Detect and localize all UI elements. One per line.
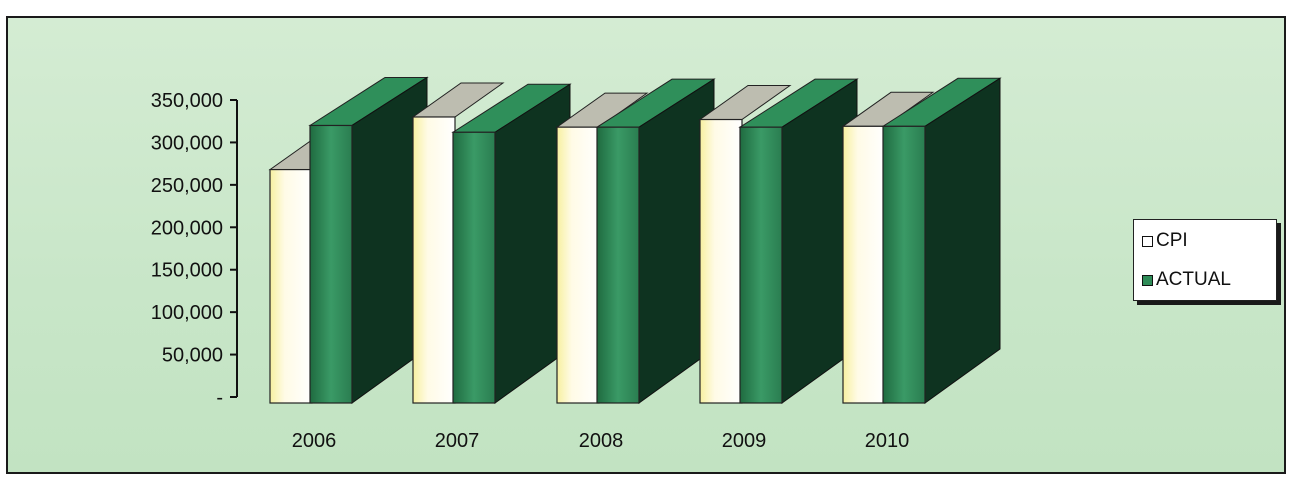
bar-cpi-2007-front (412, 116, 456, 404)
legend-item-actual: ACTUAL (1142, 269, 1231, 291)
bar-actual-2008-front (596, 126, 640, 404)
bar-cpi-2008-front (556, 126, 600, 404)
bar-actual-2009 (738, 78, 859, 404)
x-tick-label: 2009 (722, 430, 767, 452)
bar-actual-2009-front (739, 126, 783, 404)
chart-legend: CPI ACTUAL (1133, 219, 1277, 301)
bar-cpi-2009 (698, 85, 792, 404)
x-tick-label: 2006 (292, 430, 337, 452)
y-tick-label: 50,000 (162, 345, 223, 367)
y-tick-label: 350,000 (151, 90, 223, 112)
bar-cpi-2010 (841, 91, 935, 404)
y-tick-label: 150,000 (151, 260, 223, 282)
x-tick-label: 2010 (865, 430, 910, 452)
y-tick-label: 250,000 (151, 175, 223, 197)
x-tick-label: 2007 (435, 430, 480, 452)
bar-actual-2006 (308, 76, 429, 404)
bar-cpi-2007 (411, 82, 505, 404)
bar-actual-2010-side (924, 77, 1001, 404)
bar-actual-2006-front (309, 124, 353, 404)
legend-label-cpi: CPI (1156, 230, 1188, 251)
bar-actual-2007 (451, 83, 572, 404)
y-tick-label: - (216, 387, 223, 409)
bar-cpi-2009-front (699, 118, 743, 404)
legend-item-cpi: CPI (1142, 230, 1188, 252)
bar-actual-2010 (881, 77, 1002, 404)
y-tick-label: 300,000 (151, 132, 223, 154)
bar-cpi-2006-front (269, 168, 313, 404)
bar-cpi-2010-front (842, 125, 886, 404)
bar-actual-2008 (595, 78, 716, 404)
y-tick-label: 200,000 (151, 217, 223, 239)
legend-label-actual: ACTUAL (1156, 269, 1231, 290)
legend-swatch-actual (1142, 274, 1153, 286)
bar-actual-2007-front (452, 131, 496, 404)
x-tick-label: 2008 (579, 430, 624, 452)
bar-actual-2010-front (882, 125, 926, 404)
y-tick-label: 100,000 (151, 302, 223, 324)
legend-swatch-cpi (1142, 235, 1153, 247)
